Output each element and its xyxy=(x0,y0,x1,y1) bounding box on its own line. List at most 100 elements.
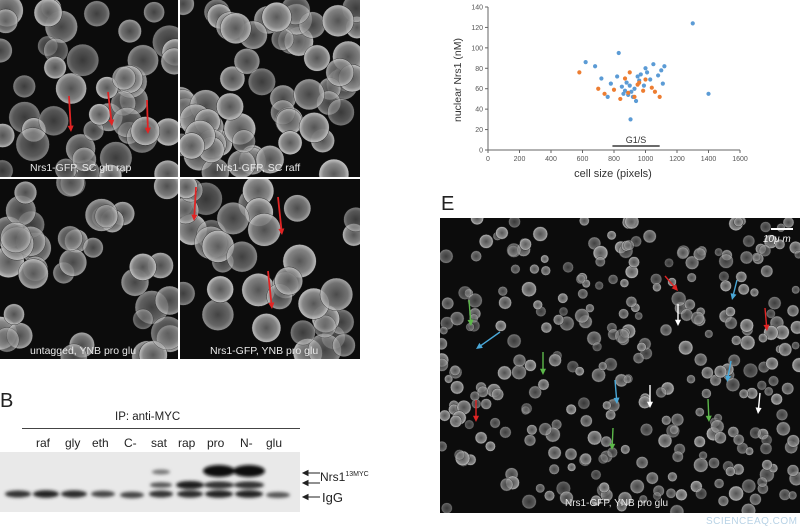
cell xyxy=(743,362,759,378)
cell xyxy=(303,44,331,72)
cell xyxy=(733,218,744,227)
cell xyxy=(98,164,122,177)
cell xyxy=(180,0,195,16)
cell xyxy=(608,274,619,285)
arrow-icon xyxy=(727,360,732,379)
data-point xyxy=(608,81,613,86)
scale-bar-label: 10μ m xyxy=(763,234,791,245)
arrowhead-icon xyxy=(763,324,770,331)
cell xyxy=(57,225,83,252)
cell xyxy=(450,380,465,395)
cell xyxy=(776,421,791,437)
cell xyxy=(498,295,512,310)
micrograph-nrs1-ynb: Nrs1-GFP, YNB pro glu xyxy=(180,179,360,359)
cell xyxy=(55,179,85,197)
cell xyxy=(60,343,88,359)
cell xyxy=(765,308,776,319)
arrowhead-icon xyxy=(755,407,762,414)
x-tick-label: 1600 xyxy=(732,156,748,163)
cell xyxy=(741,503,756,513)
x-tick-label: 400 xyxy=(545,156,557,163)
cell xyxy=(669,504,685,513)
arrowhead-icon xyxy=(67,125,74,132)
micrograph-caption: Nrs1-GFP, YNB pro glu xyxy=(565,498,669,509)
cell xyxy=(0,123,15,148)
cell xyxy=(88,103,111,126)
cell xyxy=(440,441,448,452)
cells xyxy=(0,0,178,177)
cell xyxy=(327,98,355,126)
arrow-icon xyxy=(614,379,618,401)
data-point xyxy=(583,60,588,65)
cell xyxy=(590,495,602,507)
nrs1-label-superscript: 13MYC xyxy=(345,471,369,478)
data-point xyxy=(641,88,646,93)
y-tick-label: 40 xyxy=(475,107,483,114)
cell xyxy=(565,403,577,415)
cell xyxy=(512,354,527,368)
data-point xyxy=(577,70,582,75)
cell xyxy=(671,291,687,307)
cell xyxy=(733,433,745,446)
arrowhead-icon xyxy=(674,319,682,326)
data-point xyxy=(660,81,665,86)
cell xyxy=(332,333,356,358)
panel-letter-e: E xyxy=(441,193,455,215)
cell xyxy=(130,116,161,146)
cell xyxy=(538,422,553,436)
data-point xyxy=(638,72,643,77)
cell xyxy=(537,378,550,391)
cell xyxy=(547,445,562,460)
cell xyxy=(657,433,673,448)
cell xyxy=(15,127,50,162)
cell xyxy=(440,409,451,422)
cell xyxy=(464,419,475,430)
cell xyxy=(247,213,282,247)
cell xyxy=(226,241,258,273)
cell xyxy=(574,308,590,324)
arrowhead-icon xyxy=(144,127,151,134)
chart-annotation: G1/S xyxy=(612,135,660,147)
cell xyxy=(598,361,608,371)
cell xyxy=(742,234,755,248)
cell xyxy=(444,374,454,384)
cell xyxy=(564,447,578,461)
cell xyxy=(625,296,638,308)
cell-field-1 xyxy=(0,0,178,177)
blot-image xyxy=(0,452,300,512)
cell-field-4 xyxy=(180,179,360,359)
data-point xyxy=(599,76,604,81)
cell xyxy=(153,179,178,200)
cells xyxy=(180,0,360,177)
scale-bar xyxy=(771,228,793,230)
data-point xyxy=(643,66,648,71)
cell xyxy=(652,491,662,501)
cell xyxy=(0,222,32,254)
cell xyxy=(440,326,449,335)
cell xyxy=(655,386,667,399)
cell xyxy=(686,374,696,384)
cell xyxy=(577,396,591,410)
cell xyxy=(290,319,316,346)
cell xyxy=(671,450,684,463)
cell xyxy=(558,306,569,317)
cell xyxy=(629,479,645,494)
x-tick-label: 600 xyxy=(577,156,589,163)
cell xyxy=(768,375,779,387)
cell xyxy=(675,488,688,501)
cell xyxy=(756,380,767,391)
cell xyxy=(495,226,509,240)
cell xyxy=(491,388,504,401)
cell xyxy=(201,298,235,331)
cell xyxy=(255,145,285,174)
micrograph-caption: Nrs1-GFP, SC raff xyxy=(216,162,301,174)
cell xyxy=(740,334,756,351)
cell xyxy=(632,352,645,364)
cell xyxy=(233,48,260,75)
cell xyxy=(43,56,67,79)
cell xyxy=(343,207,360,232)
cell xyxy=(701,388,712,399)
cell xyxy=(628,256,640,269)
data-point xyxy=(633,98,639,104)
cell xyxy=(678,340,694,356)
